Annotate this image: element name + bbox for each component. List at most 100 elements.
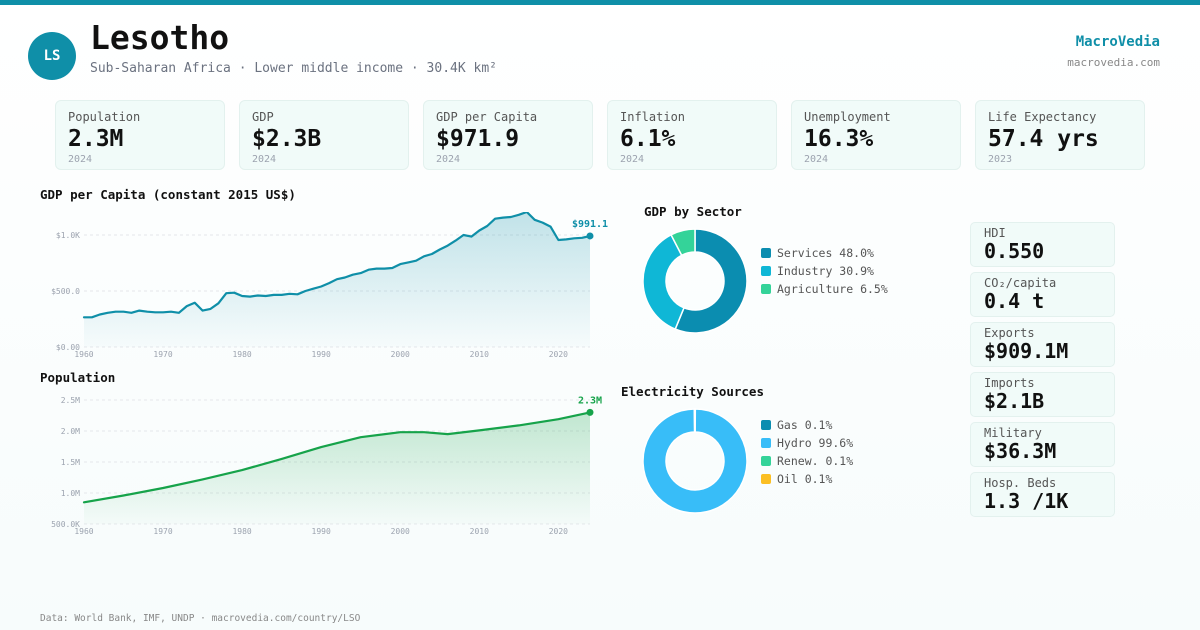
legend-label: Renew. 0.1% (777, 454, 854, 468)
kpi-value: 6.1% (620, 126, 676, 152)
x-tick-label: 1960 (74, 527, 93, 536)
stat-card-imports: Imports $2.1B (970, 372, 1115, 417)
slice-industry (642, 233, 685, 331)
kpi-card-inflation: Inflation 6.1% 2024 (607, 100, 777, 170)
kpi-label: Population (68, 110, 141, 124)
kpi-card-gdp-per-capita: GDP per Capita $971.9 2024 (423, 100, 593, 170)
legend-label: Agriculture 6.5% (777, 282, 888, 296)
electricity-sources-donut (642, 408, 748, 514)
legend-label: Services 48.0% (777, 246, 874, 260)
kpi-label: GDP (252, 110, 274, 124)
gdp-by-sector-legend: Services 48.0% Industry 30.9% Agricultur… (761, 244, 888, 298)
kpi-card-gdp: GDP $2.3B 2024 (239, 100, 409, 170)
kpi-value: 16.3% (804, 126, 874, 152)
y-tick-label: $500.0 (51, 287, 80, 296)
gdp-by-sector-donut (642, 228, 748, 334)
stat-label: Hosp. Beds (984, 476, 1057, 490)
stat-label: Imports (984, 376, 1035, 390)
population-chart-title: Population (40, 370, 116, 385)
kpi-label: GDP per Capita (436, 110, 538, 124)
kpi-year: 2024 (436, 154, 461, 165)
stat-value: $36.3M (984, 439, 1057, 463)
accent-bar (0, 0, 1200, 5)
legend-item-agriculture: Agriculture 6.5% (761, 280, 888, 298)
legend-item-services: Services 48.0% (761, 244, 888, 262)
kpi-value: $2.3B (252, 126, 322, 152)
y-tick-label: $0.00 (56, 343, 80, 352)
last-value-label: $991.1 (572, 219, 608, 230)
stat-value: 0.4 t (984, 289, 1045, 313)
kpi-label: Unemployment (804, 110, 891, 124)
stat-card-hospital-beds: Hosp. Beds 1.3 /1K (970, 472, 1115, 517)
source-footer: Data: World Bank, IMF, UNDP · macrovedia… (40, 613, 361, 624)
x-tick-label: 2010 (470, 527, 489, 536)
legend-label: Oil 0.1% (777, 472, 833, 486)
x-tick-label: 1990 (312, 350, 331, 359)
last-point-marker (586, 232, 594, 240)
x-tick-label: 2000 (391, 350, 410, 359)
x-tick-label: 2020 (549, 527, 568, 536)
electricity-sources-title: Electricity Sources (621, 384, 764, 399)
legend-swatch (761, 248, 771, 258)
stat-value: $909.1M (984, 339, 1069, 363)
kpi-year: 2024 (620, 154, 645, 165)
y-tick-label: 500.0K (51, 520, 80, 529)
stat-label: HDI (984, 226, 1006, 240)
gdp-per-capita-chart-title: GDP per Capita (constant 2015 US$) (40, 187, 296, 202)
stat-label: Exports (984, 326, 1035, 340)
stat-value: 1.3 /1K (984, 489, 1069, 513)
kpi-label: Life Expectancy (988, 110, 1097, 124)
y-tick-label: 1.5M (61, 458, 80, 467)
stat-value: 0.550 (984, 239, 1045, 263)
legend-item-industry: Industry 30.9% (761, 262, 888, 280)
kpi-value: $971.9 (436, 126, 520, 152)
kpi-value: 57.4 yrs (988, 126, 1099, 152)
last-value-label: 2.3M (578, 395, 602, 406)
slice-hydro (642, 408, 748, 514)
y-tick-label: 2.5M (61, 396, 80, 405)
x-tick-label: 2010 (470, 350, 489, 359)
legend-item-gas: Gas 0.1% (761, 416, 853, 434)
legend-label: Gas 0.1% (777, 418, 833, 432)
series-line (82, 411, 592, 504)
legend-swatch (761, 420, 771, 430)
brand-logo[interactable]: MacroVedia (1075, 34, 1160, 50)
x-tick-label: 1980 (232, 527, 251, 536)
brand-url[interactable]: macrovedia.com (1067, 56, 1160, 69)
y-tick-label: 2.0M (61, 427, 80, 436)
series-line (82, 212, 592, 319)
legend-swatch (761, 456, 771, 466)
last-point-marker (586, 408, 594, 416)
kpi-label: Inflation (620, 110, 686, 124)
x-tick-label: 1970 (153, 527, 172, 536)
slice-agriculture (670, 228, 696, 257)
legend-item-hydro: Hydro 99.6% (761, 434, 853, 452)
stat-label: Military (984, 426, 1042, 440)
legend-swatch (761, 438, 771, 448)
legend-label: Hydro 99.6% (777, 436, 854, 450)
kpi-card-population: Population 2.3M 2024 (55, 100, 225, 170)
series-area (84, 412, 590, 524)
population-chart: 500.0K 1.0M 1.5M 2.0M 2.5M 1960 1970 1980 1990 20… (51, 395, 602, 536)
kpi-card-life-expectancy: Life Expectancy 57.4 yrs 2023 (975, 100, 1145, 170)
y-tick-label: $1.0K (56, 231, 80, 240)
legend-label: Industry 30.9% (777, 264, 874, 278)
slice-services (674, 228, 748, 334)
kpi-card-unemployment: Unemployment 16.3% 2024 (791, 100, 961, 170)
x-tick-label: 2020 (549, 350, 568, 359)
x-tick-label: 1980 (232, 350, 251, 359)
x-tick-label: 2000 (391, 527, 410, 536)
x-tick-label: 1960 (74, 350, 93, 359)
legend-swatch (761, 474, 771, 484)
gdp-by-sector-title: GDP by Sector (644, 204, 742, 219)
kpi-value: 2.3M (68, 126, 124, 152)
stat-label: CO₂/capita (984, 276, 1057, 290)
country-avatar: LS (28, 32, 76, 80)
page-subtitle: Sub-Saharan Africa · Lower middle income… (90, 61, 497, 76)
stat-value: $2.1B (984, 389, 1045, 413)
electricity-sources-legend: Gas 0.1% Hydro 99.6% Renew. 0.1% Oil 0.1… (761, 416, 853, 488)
legend-item-renewables: Renew. 0.1% (761, 452, 853, 470)
kpi-year: 2024 (68, 154, 93, 165)
y-tick-label: 1.0M (61, 489, 80, 498)
x-tick-label: 1970 (153, 350, 172, 359)
